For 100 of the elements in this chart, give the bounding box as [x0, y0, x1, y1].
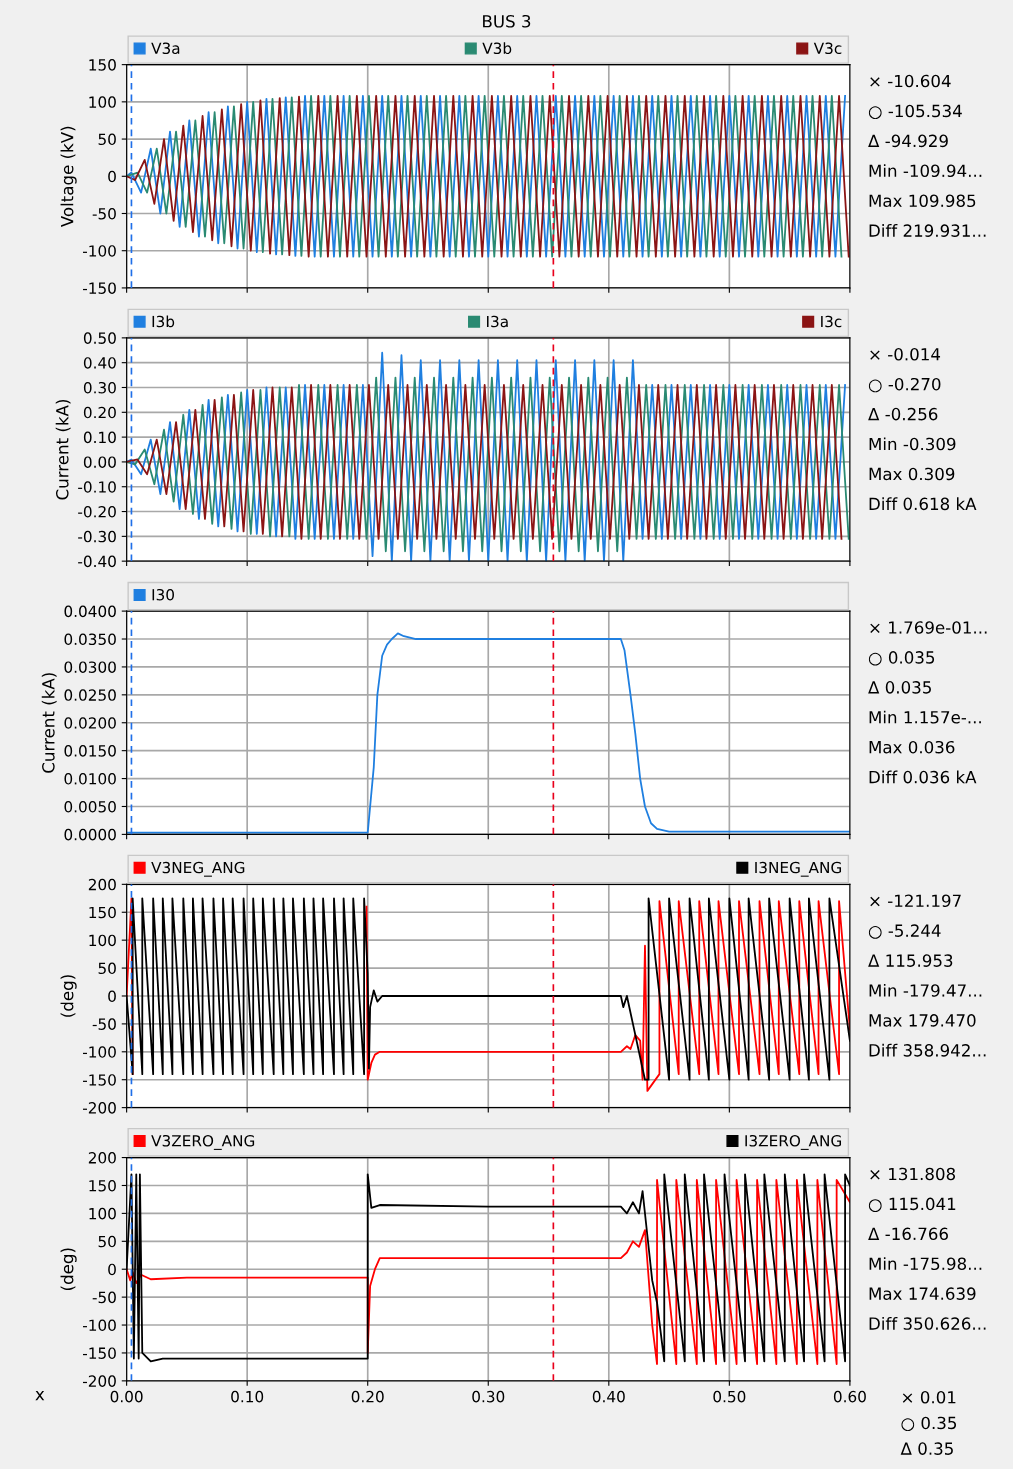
legend-label: V3a: [151, 42, 180, 55]
y-tick-label: -0.40: [78, 555, 116, 568]
legend-label: V3c: [813, 42, 842, 55]
legend-label: I30: [152, 588, 174, 601]
y-tick-label: 0.0400: [64, 605, 116, 618]
legend-label: I3c: [821, 315, 842, 328]
text: Δ -16.766: [868, 1227, 948, 1241]
y-tick-label: 0.00: [83, 456, 116, 468]
y-tick-label: 0.0200: [64, 717, 116, 729]
text: Diff 0.036 kA: [869, 770, 977, 784]
y-tick-label: -0.30: [78, 530, 116, 543]
text: × 1.769e-01...: [870, 621, 987, 634]
x-tick-label: 0.10: [231, 1390, 264, 1403]
y-tick-label: -0.10: [78, 481, 116, 493]
text: Δ 0.035: [868, 681, 931, 694]
y-tick-label: -150: [82, 1074, 116, 1086]
y-tick-label: 0: [108, 1263, 116, 1276]
text: Max 0.309: [869, 467, 955, 481]
y-tick-label: 150: [89, 906, 116, 919]
text: × -10.604: [870, 74, 951, 88]
y-tick-label: -150: [82, 282, 116, 294]
y-tick-label: 0.30: [83, 381, 116, 394]
text: Min -179.47...: [869, 983, 982, 997]
x-tick-label: 0.30: [472, 1390, 505, 1403]
y-tick-label: 0.0050: [64, 800, 116, 813]
y-tick-label: 150: [89, 1179, 116, 1192]
text: × -0.014: [870, 347, 941, 361]
y-tick-label: 0.0100: [64, 773, 116, 785]
y-tick-label: -200: [82, 1102, 116, 1114]
y-tick-label: 0.0350: [64, 633, 116, 646]
y-tick-label: 0.0300: [64, 661, 116, 673]
legend-label: V3ZERO_ANG: [151, 1134, 255, 1150]
x-tick-label: 0.50: [713, 1390, 746, 1403]
text: Max 174.639: [869, 1287, 976, 1300]
y-tick-label: 0: [108, 990, 116, 1002]
y-tick-label: 100: [89, 1207, 116, 1220]
text: Δ -0.256: [868, 407, 938, 421]
y-tick-label: 0: [108, 170, 116, 183]
y-axis-title: Current (kA): [41, 673, 57, 773]
x-tick-label: 0.20: [351, 1390, 384, 1403]
y-axis-title: Current (kA): [55, 399, 71, 500]
y-tick-label: -50: [92, 207, 116, 220]
legend-label: V3NEG_ANG: [151, 861, 245, 877]
x-tick-label: 0.60: [833, 1390, 866, 1403]
legend-label: I3ZERO_ANG: [745, 1134, 842, 1150]
text: × 0.01: [902, 1390, 956, 1404]
x-axis-title: x: [35, 1391, 45, 1401]
y-tick-label: 0.10: [83, 431, 116, 444]
legend-label: I3NEG_ANG: [755, 861, 842, 877]
y-tick-label: 0.0250: [64, 689, 116, 701]
y-tick-label: -50: [92, 1018, 116, 1030]
text: Min -175.98...: [869, 1257, 982, 1271]
y-tick-label: 0.0000: [64, 828, 116, 841]
y-tick-label: 200: [88, 878, 116, 891]
y-tick-label: 150: [89, 59, 116, 71]
y-tick-label: 0.0150: [64, 745, 116, 757]
text: Diff 350.626...: [869, 1316, 986, 1330]
text: Diff 219.931...: [869, 224, 986, 237]
legend-label: V3b: [482, 42, 512, 55]
y-tick-label: 0.50: [83, 332, 116, 344]
y-axis-title: (deg): [60, 1248, 77, 1290]
text: Min -0.309: [869, 437, 956, 451]
y-axis-title: Voltage (kV): [60, 126, 77, 228]
text: ○ 115.041: [868, 1197, 956, 1213]
text: ○ -105.534: [868, 104, 962, 120]
y-tick-label: -150: [82, 1347, 116, 1359]
text: ○ -0.270: [868, 377, 941, 393]
text: × 131.808: [870, 1167, 956, 1181]
legend-label: I3b: [152, 315, 175, 328]
text: Min -109.94...: [869, 164, 982, 178]
text: ○ 0.035: [868, 651, 935, 666]
y-tick-label: 50: [98, 133, 116, 146]
text: Δ -94.929: [868, 134, 948, 148]
text: × -121.197: [870, 894, 961, 908]
y-tick-label: 50: [98, 962, 116, 975]
line-series: [126, 351, 846, 562]
y-tick-label: 0.20: [83, 406, 116, 419]
text: Diff 358.942...: [869, 1043, 986, 1057]
y-tick-label: 200: [88, 1152, 116, 1164]
y-tick-label: 0.40: [83, 357, 116, 369]
y-tick-label: 100: [89, 96, 116, 108]
text: ○ 0.35: [901, 1416, 957, 1432]
text: Max 0.036: [869, 740, 955, 754]
y-tick-label: -100: [82, 245, 116, 257]
y-tick-label: 50: [98, 1235, 116, 1248]
x-tick-label: 0.40: [592, 1390, 625, 1403]
y-tick-label: -100: [82, 1046, 116, 1058]
y-tick-label: -0.20: [78, 506, 116, 518]
y-axis-title: (deg): [60, 975, 77, 1017]
text: Max 109.985: [869, 194, 976, 208]
chart-title: BUS 3: [483, 14, 531, 28]
y-tick-label: -100: [82, 1319, 116, 1332]
legend-label: I3a: [487, 315, 508, 328]
text: Min 1.157e-...: [869, 710, 981, 724]
y-tick-label: -200: [82, 1375, 116, 1387]
text: Max 179.470: [869, 1014, 976, 1027]
y-tick-label: -50: [92, 1291, 116, 1304]
text: Diff 0.618 kA: [869, 497, 977, 511]
text: Δ 0.35: [900, 1442, 953, 1455]
y-tick-label: 100: [89, 934, 116, 947]
